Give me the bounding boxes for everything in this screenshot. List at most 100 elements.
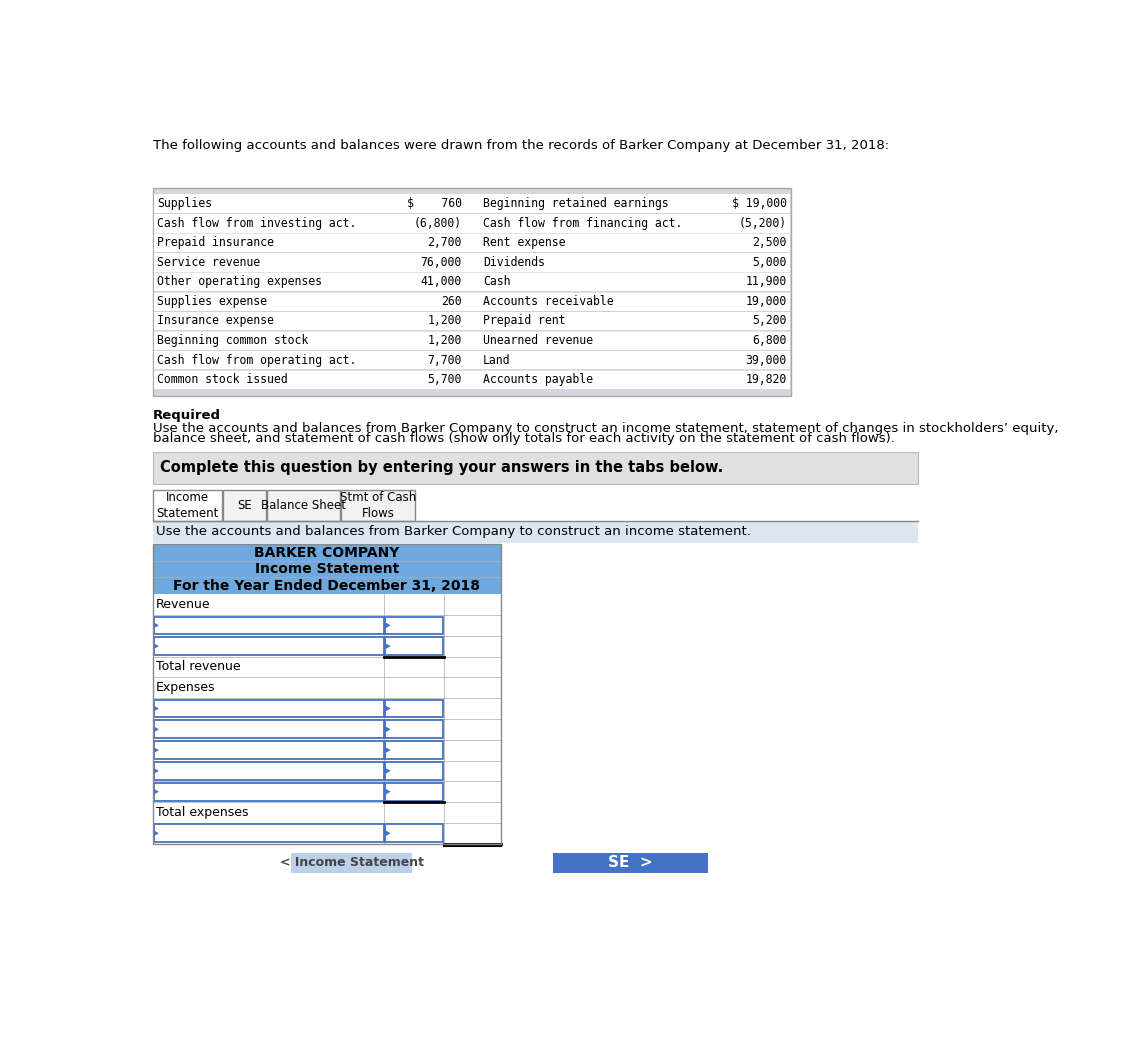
Bar [385,762,444,780]
Bar [153,657,501,677]
Bar [385,699,444,718]
Bar [153,699,384,718]
Text: Rent expense: Rent expense [482,236,565,249]
Polygon shape [153,706,159,711]
Polygon shape [153,726,159,732]
Bar [267,490,340,521]
Bar [153,698,501,719]
Text: Stmt of Cash
Flows: Stmt of Cash Flows [339,491,417,520]
Bar [153,490,222,521]
Polygon shape [153,830,159,837]
Text: Supplies expense: Supplies expense [158,294,268,308]
Bar [153,544,501,561]
Polygon shape [153,789,159,795]
Bar [154,253,790,272]
Bar [154,214,790,233]
Bar [153,636,501,657]
Bar [385,825,444,842]
Text: BARKER COMPANY: BARKER COMPANY [254,545,400,559]
Bar [153,638,384,655]
Text: < Income Statement: < Income Statement [279,857,423,870]
Text: 5,000: 5,000 [753,256,787,269]
Text: (5,200): (5,200) [739,217,787,230]
Polygon shape [385,789,390,795]
Text: $    760: $ 760 [407,197,462,210]
Text: 5,200: 5,200 [753,315,787,327]
Polygon shape [385,830,390,837]
Text: Supplies: Supplies [158,197,212,210]
Polygon shape [385,767,390,774]
Text: 41,000: 41,000 [421,275,462,288]
Text: Accounts receivable: Accounts receivable [482,294,614,308]
Bar [385,721,444,738]
Text: Dividends: Dividends [482,256,545,269]
Text: 19,820: 19,820 [746,373,787,386]
Bar [153,781,501,803]
Text: Unearned revenue: Unearned revenue [482,334,592,347]
Bar [153,740,501,760]
Bar [154,292,790,310]
Text: 19,000: 19,000 [746,294,787,308]
Text: 7,700: 7,700 [428,354,462,367]
Text: Cash: Cash [482,275,511,288]
Text: Use the accounts and balances from Barker Company to construct an income stateme: Use the accounts and balances from Barke… [155,525,750,538]
Bar [154,195,790,213]
Bar [385,638,444,655]
Text: 2,700: 2,700 [428,236,462,249]
Text: 11,900: 11,900 [746,275,787,288]
Text: Cash flow from operating act.: Cash flow from operating act. [158,354,356,367]
Text: Required: Required [153,409,220,422]
Bar [153,577,501,594]
Polygon shape [385,643,390,649]
Bar [153,188,791,395]
Text: 260: 260 [442,294,462,308]
Text: 39,000: 39,000 [746,354,787,367]
Bar [154,331,790,350]
Text: Revenue: Revenue [155,598,210,611]
Polygon shape [153,767,159,774]
Bar [153,803,501,823]
Polygon shape [385,726,390,732]
Text: 5,700: 5,700 [428,373,462,386]
Polygon shape [385,622,390,628]
Bar [154,370,790,389]
Text: Total revenue: Total revenue [155,660,241,674]
Bar [153,561,501,577]
Text: Common stock issued: Common stock issued [158,373,288,386]
Bar [154,351,790,370]
Bar [153,521,918,542]
Bar [385,741,444,759]
Bar [153,594,501,615]
Bar [153,782,384,800]
Bar [153,721,384,738]
Text: Land: Land [482,354,511,367]
Bar [154,233,790,252]
Bar [153,719,501,740]
Polygon shape [153,622,159,628]
Text: Insurance expense: Insurance expense [158,315,275,327]
Text: Income
Statement: Income Statement [157,491,219,520]
Bar [224,490,266,521]
Bar [153,762,384,780]
Text: For the Year Ended December 31, 2018: For the Year Ended December 31, 2018 [174,578,480,593]
Text: Balance Sheet: Balance Sheet [261,500,346,512]
Text: Expenses: Expenses [155,681,216,694]
Bar [553,853,707,873]
Text: 2,500: 2,500 [753,236,787,249]
Text: Cash flow from financing act.: Cash flow from financing act. [482,217,682,230]
Text: 6,800: 6,800 [753,334,787,347]
Text: Prepaid insurance: Prepaid insurance [158,236,275,249]
Text: SE: SE [237,500,252,512]
Polygon shape [385,706,390,711]
Text: balance sheet, and statement of cash flows (show only totals for each activity o: balance sheet, and statement of cash flo… [153,433,894,445]
Text: 1,200: 1,200 [428,315,462,327]
Text: $ 19,000: $ 19,000 [732,197,787,210]
Text: Complete this question by entering your answers in the tabs below.: Complete this question by entering your … [160,460,724,475]
Bar [385,782,444,800]
Polygon shape [153,643,159,649]
Bar [385,617,444,635]
Text: Beginning retained earnings: Beginning retained earnings [482,197,669,210]
Polygon shape [385,747,390,754]
Bar [153,617,384,635]
Text: Total expenses: Total expenses [155,806,249,819]
